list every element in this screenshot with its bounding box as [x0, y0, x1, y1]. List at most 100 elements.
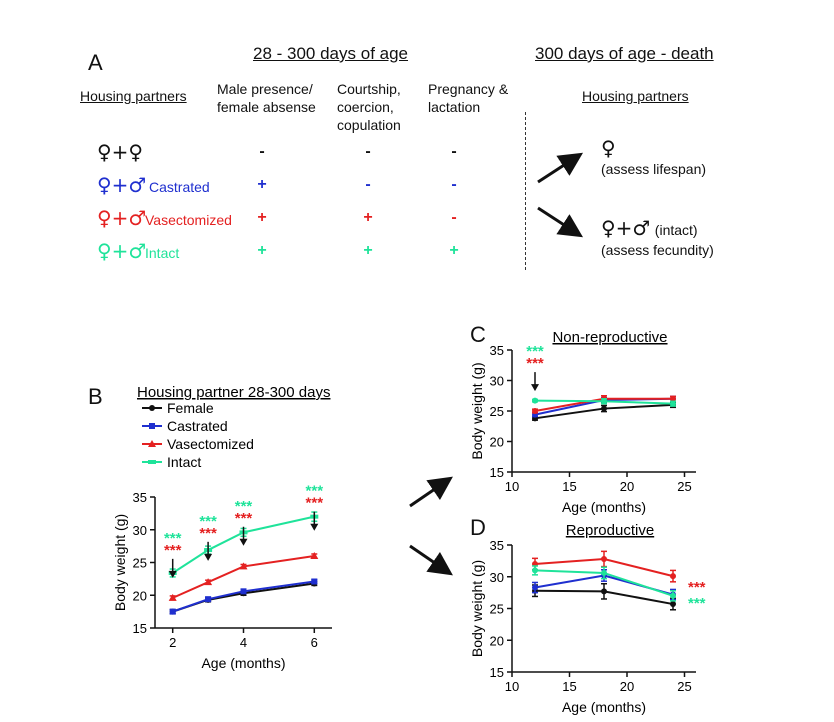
y-tick-label: 30: [133, 523, 147, 538]
row-label: Castrated: [149, 179, 210, 195]
sig-stars-intact: ***: [526, 343, 544, 360]
y-tick-label: 20: [490, 633, 504, 648]
female-male-intact-pair: ♀+♂ (intact): [601, 216, 698, 240]
row-mark: -: [259, 143, 265, 160]
sig-stars-intact: ***: [164, 530, 182, 547]
panel-d-letter: D: [470, 515, 486, 540]
female-symbol-lifespan: ♀: [601, 136, 616, 160]
x-tick-label: 20: [620, 679, 634, 694]
sig-stars-intact: ***: [235, 498, 253, 515]
y-tick-label: 35: [133, 490, 147, 505]
sig-arrow-head: [239, 538, 248, 546]
data-point: [532, 408, 538, 414]
series-line-vasectomized: [172, 554, 315, 599]
chart-title: Reproductive: [566, 522, 654, 539]
intact-label: (intact): [654, 222, 698, 238]
sig-stars-vasectomized: ***: [306, 495, 324, 512]
arrow-up-right: [537, 152, 584, 184]
arrow-to-c: [409, 476, 453, 508]
x-tick-label: 20: [620, 479, 634, 494]
panel-a-letter: A: [88, 50, 103, 75]
series-line-castrated: [172, 580, 315, 613]
row-mark: -: [451, 209, 457, 226]
legend-marker: [148, 460, 156, 464]
data-point: [169, 608, 176, 615]
panel-c-letter: C: [470, 322, 486, 347]
y-tick-label: 35: [490, 343, 504, 358]
data-point: [240, 588, 247, 595]
row-symbol: ♀+♂: [97, 206, 147, 230]
data-point: [601, 398, 607, 405]
y-tick-label: 20: [133, 588, 147, 603]
legend-marker: [149, 423, 155, 429]
data-point: [205, 596, 212, 603]
dashed-divider: [525, 112, 526, 270]
x-tick-label: 15: [562, 479, 576, 494]
sig-arrow-head: [310, 523, 319, 531]
panel-a-arrows: [537, 152, 584, 238]
y-tick-label: 30: [490, 374, 504, 389]
data-point: [311, 578, 318, 585]
data-point: [310, 551, 319, 559]
data-point: [601, 555, 607, 562]
x-tick-label: 6: [311, 635, 318, 650]
row-mark: +: [257, 176, 267, 193]
y-tick-label: 15: [133, 621, 147, 636]
legend-marker: [148, 440, 156, 447]
side-sig-stars: ***: [688, 595, 706, 612]
y-axis-label: Body weight (g): [112, 514, 128, 611]
row-symbol: ♀+♂: [97, 239, 147, 263]
row-mark: +: [363, 209, 373, 226]
arrow-down-right: [537, 206, 584, 238]
arrow-to-d: [409, 544, 453, 576]
y-tick-label: 15: [490, 465, 504, 480]
sig-stars-vasectomized: ***: [164, 542, 182, 559]
x-tick-label: 2: [169, 635, 176, 650]
row-mark: -: [365, 143, 371, 160]
data-point: [670, 601, 676, 608]
data-point: [532, 397, 538, 404]
x-axis-label: Age (months): [562, 499, 646, 515]
data-point: [670, 395, 676, 402]
female-male-symbol: ♀+♂: [601, 216, 651, 240]
row-mark: +: [449, 242, 459, 259]
row-symbol: ♀+♀: [97, 140, 144, 164]
x-tick-label: 10: [505, 679, 519, 694]
x-axis-label: Age (months): [201, 655, 285, 671]
y-axis-label: Body weight (g): [470, 362, 485, 459]
sig-arrow-head: [204, 553, 213, 561]
row-mark: +: [257, 209, 267, 226]
header-300-days-death: 300 days of age - death: [535, 44, 714, 63]
column-courtship: Courtship, coercion, copulation: [337, 81, 401, 133]
column-pregnancy: Pregnancy & lactation: [428, 81, 509, 115]
legend-label-castrated: Castrated: [167, 418, 228, 434]
assess-lifespan-text: (assess lifespan): [601, 161, 707, 177]
row-mark: +: [257, 242, 267, 259]
x-tick-label: 15: [562, 679, 576, 694]
sig-arrow-head: [531, 384, 539, 392]
series-line-intact: [172, 515, 315, 574]
y-tick-label: 30: [490, 570, 504, 585]
legend-label-female: Female: [167, 400, 214, 416]
y-tick-label: 35: [490, 538, 504, 553]
data-point: [532, 567, 538, 574]
data-point: [670, 400, 676, 407]
side-sig-stars: ***: [688, 579, 706, 596]
x-tick-label: 25: [677, 479, 691, 494]
sig-stars-intact: ***: [306, 483, 324, 500]
data-point: [601, 569, 607, 576]
data-point: [239, 562, 248, 570]
x-axis-label: Age (months): [562, 699, 646, 715]
legend-marker: [149, 405, 155, 411]
y-tick-label: 15: [490, 665, 504, 680]
legend-title: Housing partner 28-300 days: [137, 384, 330, 401]
data-point: [670, 592, 676, 599]
sig-stars-vasectomized: ***: [526, 355, 544, 372]
y-axis-label: Body weight (g): [470, 560, 485, 657]
y-tick-label: 25: [490, 602, 504, 617]
row-label: Intact: [145, 245, 180, 261]
data-point: [532, 584, 538, 591]
